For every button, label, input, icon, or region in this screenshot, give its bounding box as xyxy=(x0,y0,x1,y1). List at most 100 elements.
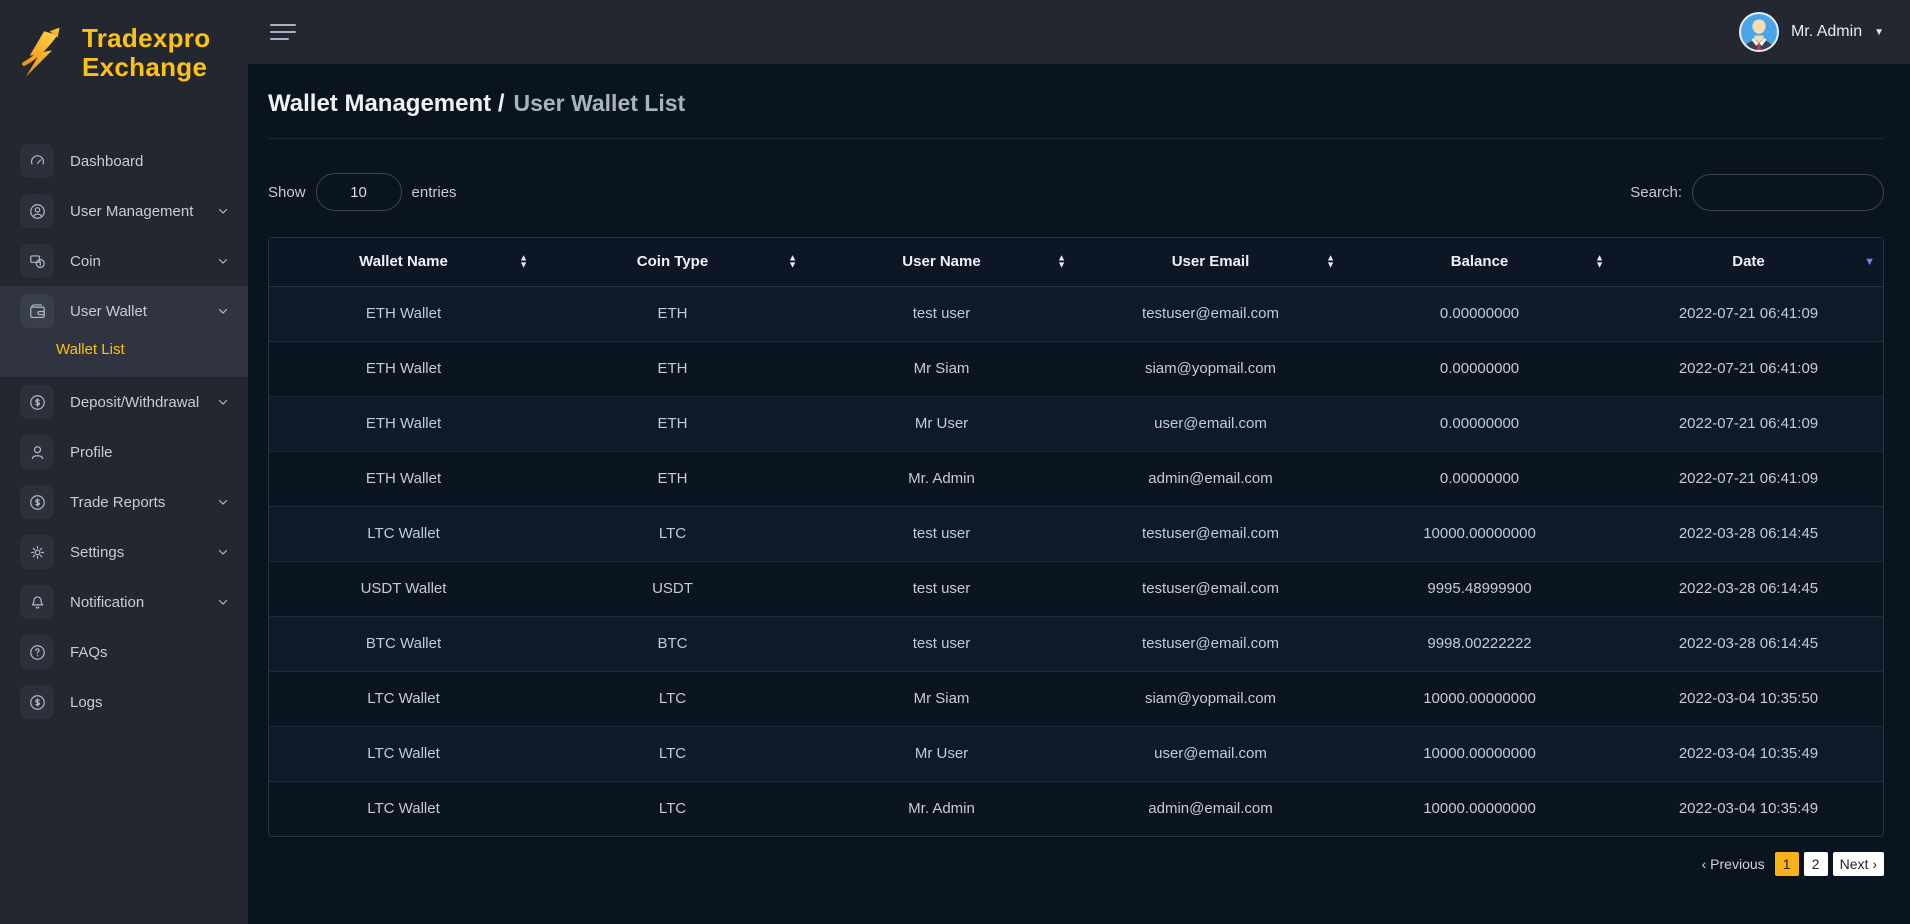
bell-icon xyxy=(20,585,54,619)
table-cell: siam@yopmail.com xyxy=(1076,340,1345,396)
sidebar-item-settings[interactable]: Settings xyxy=(0,527,248,577)
sidebar-subitem-wallet-list[interactable]: Wallet List xyxy=(56,341,125,358)
chevron-down-icon xyxy=(216,204,230,218)
search-input[interactable] xyxy=(1692,173,1884,211)
table-cell: testuser@email.com xyxy=(1076,560,1345,616)
table-cell: 2022-03-28 06:14:45 xyxy=(1614,560,1883,616)
table-cell: 2022-03-28 06:14:45 xyxy=(1614,615,1883,671)
table-cell: ETH Wallet xyxy=(269,450,538,506)
page-size-select[interactable]: 10 xyxy=(315,173,402,211)
sidebar-item-label: Profile xyxy=(70,443,113,461)
table-cell: 0.00000000 xyxy=(1345,395,1614,451)
table-header-row: Wallet Name ▲ ▼ Coin Type ▲ ▼ User Name ▲ ▼ User … xyxy=(269,238,1883,287)
table-row: ETH Wallet ETH Mr User user@email.com 0.0000… xyxy=(269,395,1883,451)
lightning-arrow-icon xyxy=(16,24,74,82)
table-cell: ETH xyxy=(657,305,688,322)
main-area: Mr. Admin ▼ Wallet Management / User Wal… xyxy=(248,0,1910,924)
column-label: Wallet Name xyxy=(359,253,448,271)
table-cell: admin@email.com xyxy=(1076,450,1345,506)
table-cell: 10000.00000000 xyxy=(1345,505,1614,561)
table-cell: Mr Siam xyxy=(807,670,1076,726)
previous-button[interactable]: ‹ Previous xyxy=(1701,856,1765,872)
avatar xyxy=(1738,12,1779,52)
chevron-down-icon xyxy=(216,254,230,268)
page-button-2[interactable]: 2 xyxy=(1803,852,1828,876)
sidebar-item-user-wallet[interactable]: User Wallet xyxy=(0,286,248,336)
column-header-user-email[interactable]: User Email ▲ ▼ xyxy=(1076,238,1345,287)
hamburger-icon[interactable] xyxy=(268,20,298,44)
sidebar-item-label: User Management xyxy=(70,202,194,220)
table-cell: 2022-03-28 06:14:45 xyxy=(1614,505,1883,561)
next-button[interactable]: Next › xyxy=(1832,852,1884,876)
sidebar-block-coin: Coin xyxy=(0,236,248,286)
brand-logo[interactable]: Tradexpro Exchange xyxy=(0,0,248,110)
column-header-date[interactable]: Date ▼ xyxy=(1614,238,1883,287)
sidebar-item-logs[interactable]: Logs xyxy=(0,677,248,727)
table-cell: testuser@email.com xyxy=(1076,615,1345,671)
table-cell: Mr. Admin xyxy=(807,450,1076,506)
wallet-table-card: Wallet Name ▲ ▼ Coin Type ▲ ▼ User Name ▲ ▼ User … xyxy=(268,237,1884,837)
column-header-user-name[interactable]: User Name ▲ ▼ xyxy=(807,238,1076,287)
table-cell: LTC Wallet xyxy=(269,780,538,836)
table-cell: 0.00000000 xyxy=(1439,305,1520,322)
table-cell: 2022-07-21 06:41:09 xyxy=(1678,305,1819,322)
sidebar-item-label: Coin xyxy=(70,252,101,270)
table-body: ETH Wallet ETH test user testuser@email.com… xyxy=(269,286,1883,836)
search-label: Search: xyxy=(1630,183,1682,201)
profile-icon xyxy=(20,435,54,469)
column-header-wallet-name[interactable]: Wallet Name ▲ ▼ xyxy=(269,238,538,287)
column-label: User Name xyxy=(902,253,981,271)
breadcrumb: Wallet Management / User Wallet List xyxy=(268,64,1884,139)
table-row: ETH Wallet ETH Mr Siam siam@yopmail.com 0.00… xyxy=(269,340,1883,396)
sidebar-item-label: Logs xyxy=(70,693,103,711)
sidebar-nav: Dashboard User Management Coin User Wallet W… xyxy=(0,110,248,924)
table-cell: 10000.00000000 xyxy=(1345,725,1614,781)
table-cell: 2022-03-04 10:35:49 xyxy=(1614,780,1883,836)
sidebar-block-profile: Profile xyxy=(0,427,248,477)
sidebar-item-profile[interactable]: Profile xyxy=(0,427,248,477)
sidebar-item-label: Dashboard xyxy=(70,152,144,170)
wallet-icon xyxy=(20,294,54,328)
table-cell: USDT xyxy=(538,560,807,616)
table-row: ETH Wallet ETH Mr. Admin admin@email.com 0.0… xyxy=(269,450,1883,506)
sidebar-block-user-management: User Management xyxy=(0,186,248,236)
table-cell: 0.00000000 xyxy=(1345,450,1614,506)
sidebar-item-deposit-withdrawal[interactable]: Deposit/Withdrawal xyxy=(0,377,248,427)
table-cell: ETH xyxy=(538,450,807,506)
brand-line1: Tradexpro xyxy=(82,23,211,54)
search-area: Search: xyxy=(1630,173,1884,211)
sidebar-block-notification: Notification xyxy=(0,577,248,627)
table-cell: test user xyxy=(912,305,971,322)
chevron-down-icon xyxy=(216,495,230,509)
sidebar-item-coin[interactable]: Coin xyxy=(0,236,248,286)
column-header-coin-type[interactable]: Coin Type ▲ ▼ xyxy=(538,238,807,287)
sidebar-item-dashboard[interactable]: Dashboard xyxy=(0,136,248,186)
sidebar-item-user-management[interactable]: User Management xyxy=(0,186,248,236)
user-menu[interactable]: Mr. Admin ▼ xyxy=(1738,12,1884,52)
coin-icon xyxy=(20,244,54,278)
user-name: Mr. Admin xyxy=(1790,23,1863,40)
dollar-circle-icon xyxy=(20,385,54,419)
sort-desc-icon: ▼ xyxy=(1864,255,1875,268)
sidebar-block-dashboard: Dashboard xyxy=(0,136,248,186)
table-cell: user@email.com xyxy=(1076,725,1345,781)
sidebar-submenu: Wallet List xyxy=(0,336,248,377)
sidebar-item-trade-reports[interactable]: Trade Reports xyxy=(0,477,248,527)
dashboard-icon xyxy=(20,144,54,178)
page-button-1[interactable]: 1 xyxy=(1774,852,1799,876)
chevron-down-icon xyxy=(216,304,230,318)
table-cell: 9995.48999900 xyxy=(1345,560,1614,616)
sidebar-item-label: User Wallet xyxy=(70,302,147,320)
sidebar-item-faqs[interactable]: FAQs xyxy=(0,627,248,677)
sidebar-item-label: Deposit/Withdrawal xyxy=(70,393,200,411)
table-cell: admin@email.com xyxy=(1076,780,1345,836)
table-cell: LTC xyxy=(538,670,807,726)
table-cell: ETH Wallet xyxy=(269,340,538,396)
gear-icon xyxy=(20,535,54,569)
column-header-balance[interactable]: Balance ▲ ▼ xyxy=(1345,238,1614,287)
sidebar-item-notification[interactable]: Notification xyxy=(0,577,248,627)
sidebar-item-label: Settings xyxy=(70,543,125,561)
table-cell: 2022-03-04 10:35:50 xyxy=(1614,670,1883,726)
